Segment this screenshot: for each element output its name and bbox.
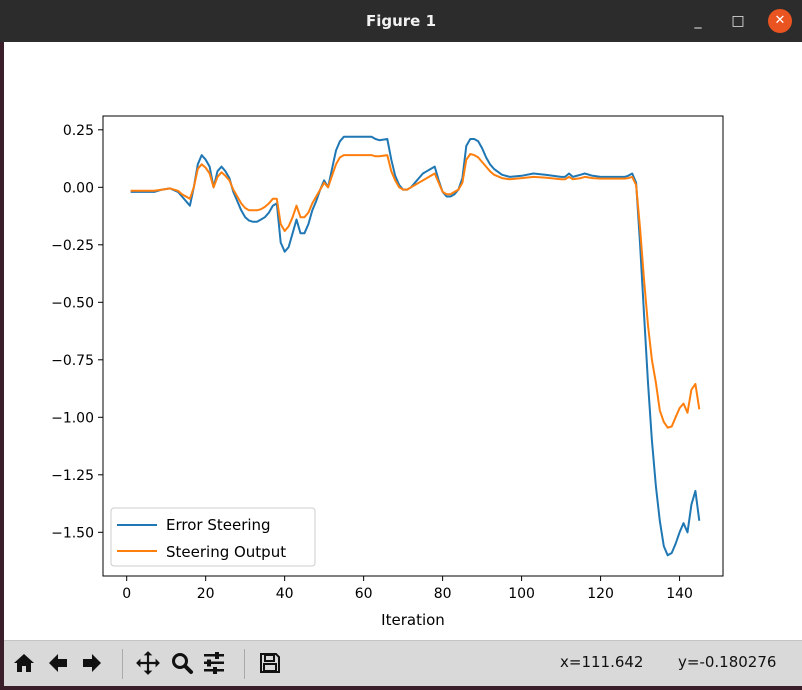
axis-ticks: 0 20 40 60 80 100 120 140 0.25 0.00 −0.25 −0.50 −0.7…: [51, 123, 693, 602]
x-tick-label: 120: [587, 586, 614, 602]
legend-label-steering-output: Steering Output: [166, 543, 286, 561]
x-tick-label: 80: [434, 586, 452, 602]
desktop-edge: [0, 42, 4, 690]
y-tick-label: 0.25: [63, 123, 94, 139]
back-button[interactable]: [44, 649, 72, 677]
home-button[interactable]: [10, 649, 38, 677]
x-tick-label: 140: [666, 586, 693, 602]
pan-icon: [136, 651, 160, 675]
y-tick-label: −1.25: [51, 468, 94, 484]
toolbar-separator: [244, 649, 245, 679]
series-line-steering-output: [130, 153, 701, 429]
toolbar-separator: [122, 649, 123, 679]
forward-arrow-icon: [83, 654, 101, 672]
x-tick-label: 0: [122, 586, 131, 602]
legend: Error Steering Steering Output: [110, 507, 316, 567]
y-tick-label: −0.25: [51, 238, 94, 254]
window-titlebar: Figure 1 _ □ ✕: [0, 0, 802, 42]
y-tick-label: −1.00: [51, 410, 94, 426]
home-icon: [14, 654, 34, 672]
cursor-x-readout: x=111.642: [560, 653, 644, 671]
x-tick-label: 100: [508, 586, 535, 602]
x-tick-label: 60: [355, 586, 373, 602]
forward-button[interactable]: [78, 649, 106, 677]
configure-subplots-icon: [204, 652, 224, 674]
y-tick-label: 0.00: [63, 180, 94, 196]
x-tick-label: 40: [276, 586, 294, 602]
legend-box: [110, 507, 316, 567]
zoom-icon: [172, 653, 193, 674]
desktop-edge-bottom: [0, 686, 802, 690]
save-button[interactable]: [256, 649, 284, 677]
back-arrow-icon: [49, 654, 67, 672]
minimize-button[interactable]: _: [694, 13, 702, 29]
cursor-y-readout: y=-0.180276: [678, 653, 777, 671]
y-tick-label: −1.50: [51, 525, 94, 541]
navigation-toolbar: x=111.642 y=-0.180276: [4, 640, 802, 687]
line-chart[interactable]: 0 20 40 60 80 100 120 140 0.25 0.00 −0.25 −0.50 −0.7…: [4, 42, 802, 640]
pan-button[interactable]: [134, 649, 162, 677]
plot-area: [102, 115, 724, 577]
y-tick-label: −0.50: [51, 295, 94, 311]
x-tick-label: 20: [197, 586, 215, 602]
save-icon: [260, 653, 280, 673]
zoom-button[interactable]: [168, 649, 196, 677]
window-title: Figure 1: [365, 12, 437, 30]
figure-canvas[interactable]: 0 20 40 60 80 100 120 140 0.25 0.00 −0.25 −0.50 −0.7…: [4, 42, 802, 640]
close-button[interactable]: ✕: [768, 9, 792, 33]
legend-label-error-steering: Error Steering: [166, 516, 271, 534]
x-axis-label: Iteration: [381, 611, 445, 629]
configure-subplots-button[interactable]: [200, 649, 228, 677]
y-tick-label: −0.75: [51, 353, 94, 369]
maximize-button[interactable]: □: [731, 13, 745, 29]
series-lines: [130, 135, 701, 557]
